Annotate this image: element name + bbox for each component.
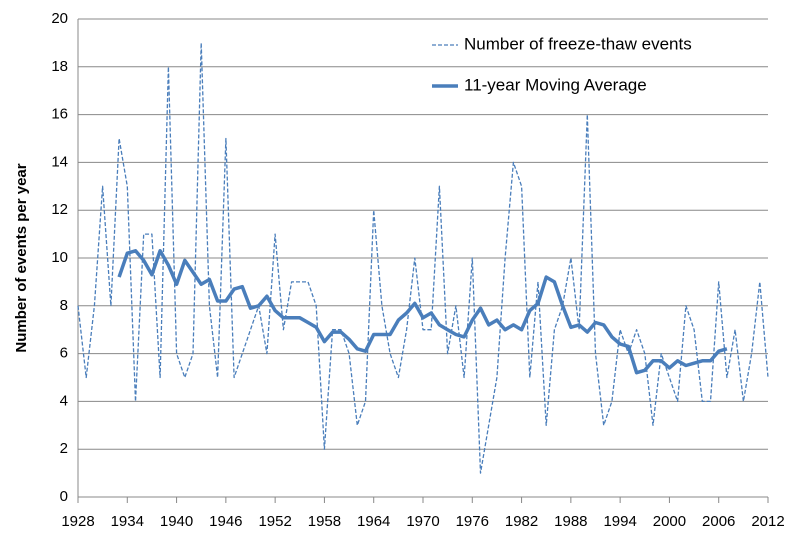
x-tick-label: 1946 bbox=[209, 513, 242, 530]
x-tick-label: 1988 bbox=[554, 513, 587, 530]
y-tick-label: 4 bbox=[60, 392, 68, 409]
y-tick-label: 8 bbox=[60, 297, 68, 314]
x-tick-label: 1994 bbox=[603, 513, 636, 530]
y-tick-label: 6 bbox=[60, 345, 68, 362]
x-tick-label: 1940 bbox=[160, 513, 193, 530]
y-tick-label: 0 bbox=[60, 488, 68, 505]
x-tick-label: 2012 bbox=[751, 513, 784, 530]
y-axis-title: Number of events per year bbox=[13, 163, 30, 352]
x-tick-label: 1970 bbox=[406, 513, 439, 530]
x-tick-label: 2000 bbox=[653, 513, 686, 530]
y-tick-label: 12 bbox=[51, 201, 68, 218]
x-tick-label: 2006 bbox=[702, 513, 735, 530]
y-tick-label: 14 bbox=[51, 153, 68, 170]
series-line bbox=[117, 249, 728, 375]
legend-label: Number of freeze-thaw events bbox=[464, 34, 692, 53]
x-tick-label: 1982 bbox=[505, 513, 538, 530]
x-tick-label: 1964 bbox=[357, 513, 390, 530]
y-tick-label: 20 bbox=[51, 10, 68, 27]
x-tick-label: 1934 bbox=[111, 513, 144, 530]
y-tick-label: 10 bbox=[51, 249, 68, 266]
x-tick-label: 1976 bbox=[456, 513, 489, 530]
y-tick-label: 18 bbox=[51, 58, 68, 75]
x-tick-label: 1952 bbox=[258, 513, 291, 530]
y-tick-label: 2 bbox=[60, 440, 68, 457]
y-tick-label: 16 bbox=[51, 106, 68, 123]
series-line bbox=[77, 42, 769, 474]
legend-label: 11-year Moving Average bbox=[464, 75, 647, 94]
x-tick-label: 1958 bbox=[308, 513, 341, 530]
x-tick-label: 1928 bbox=[61, 513, 94, 530]
